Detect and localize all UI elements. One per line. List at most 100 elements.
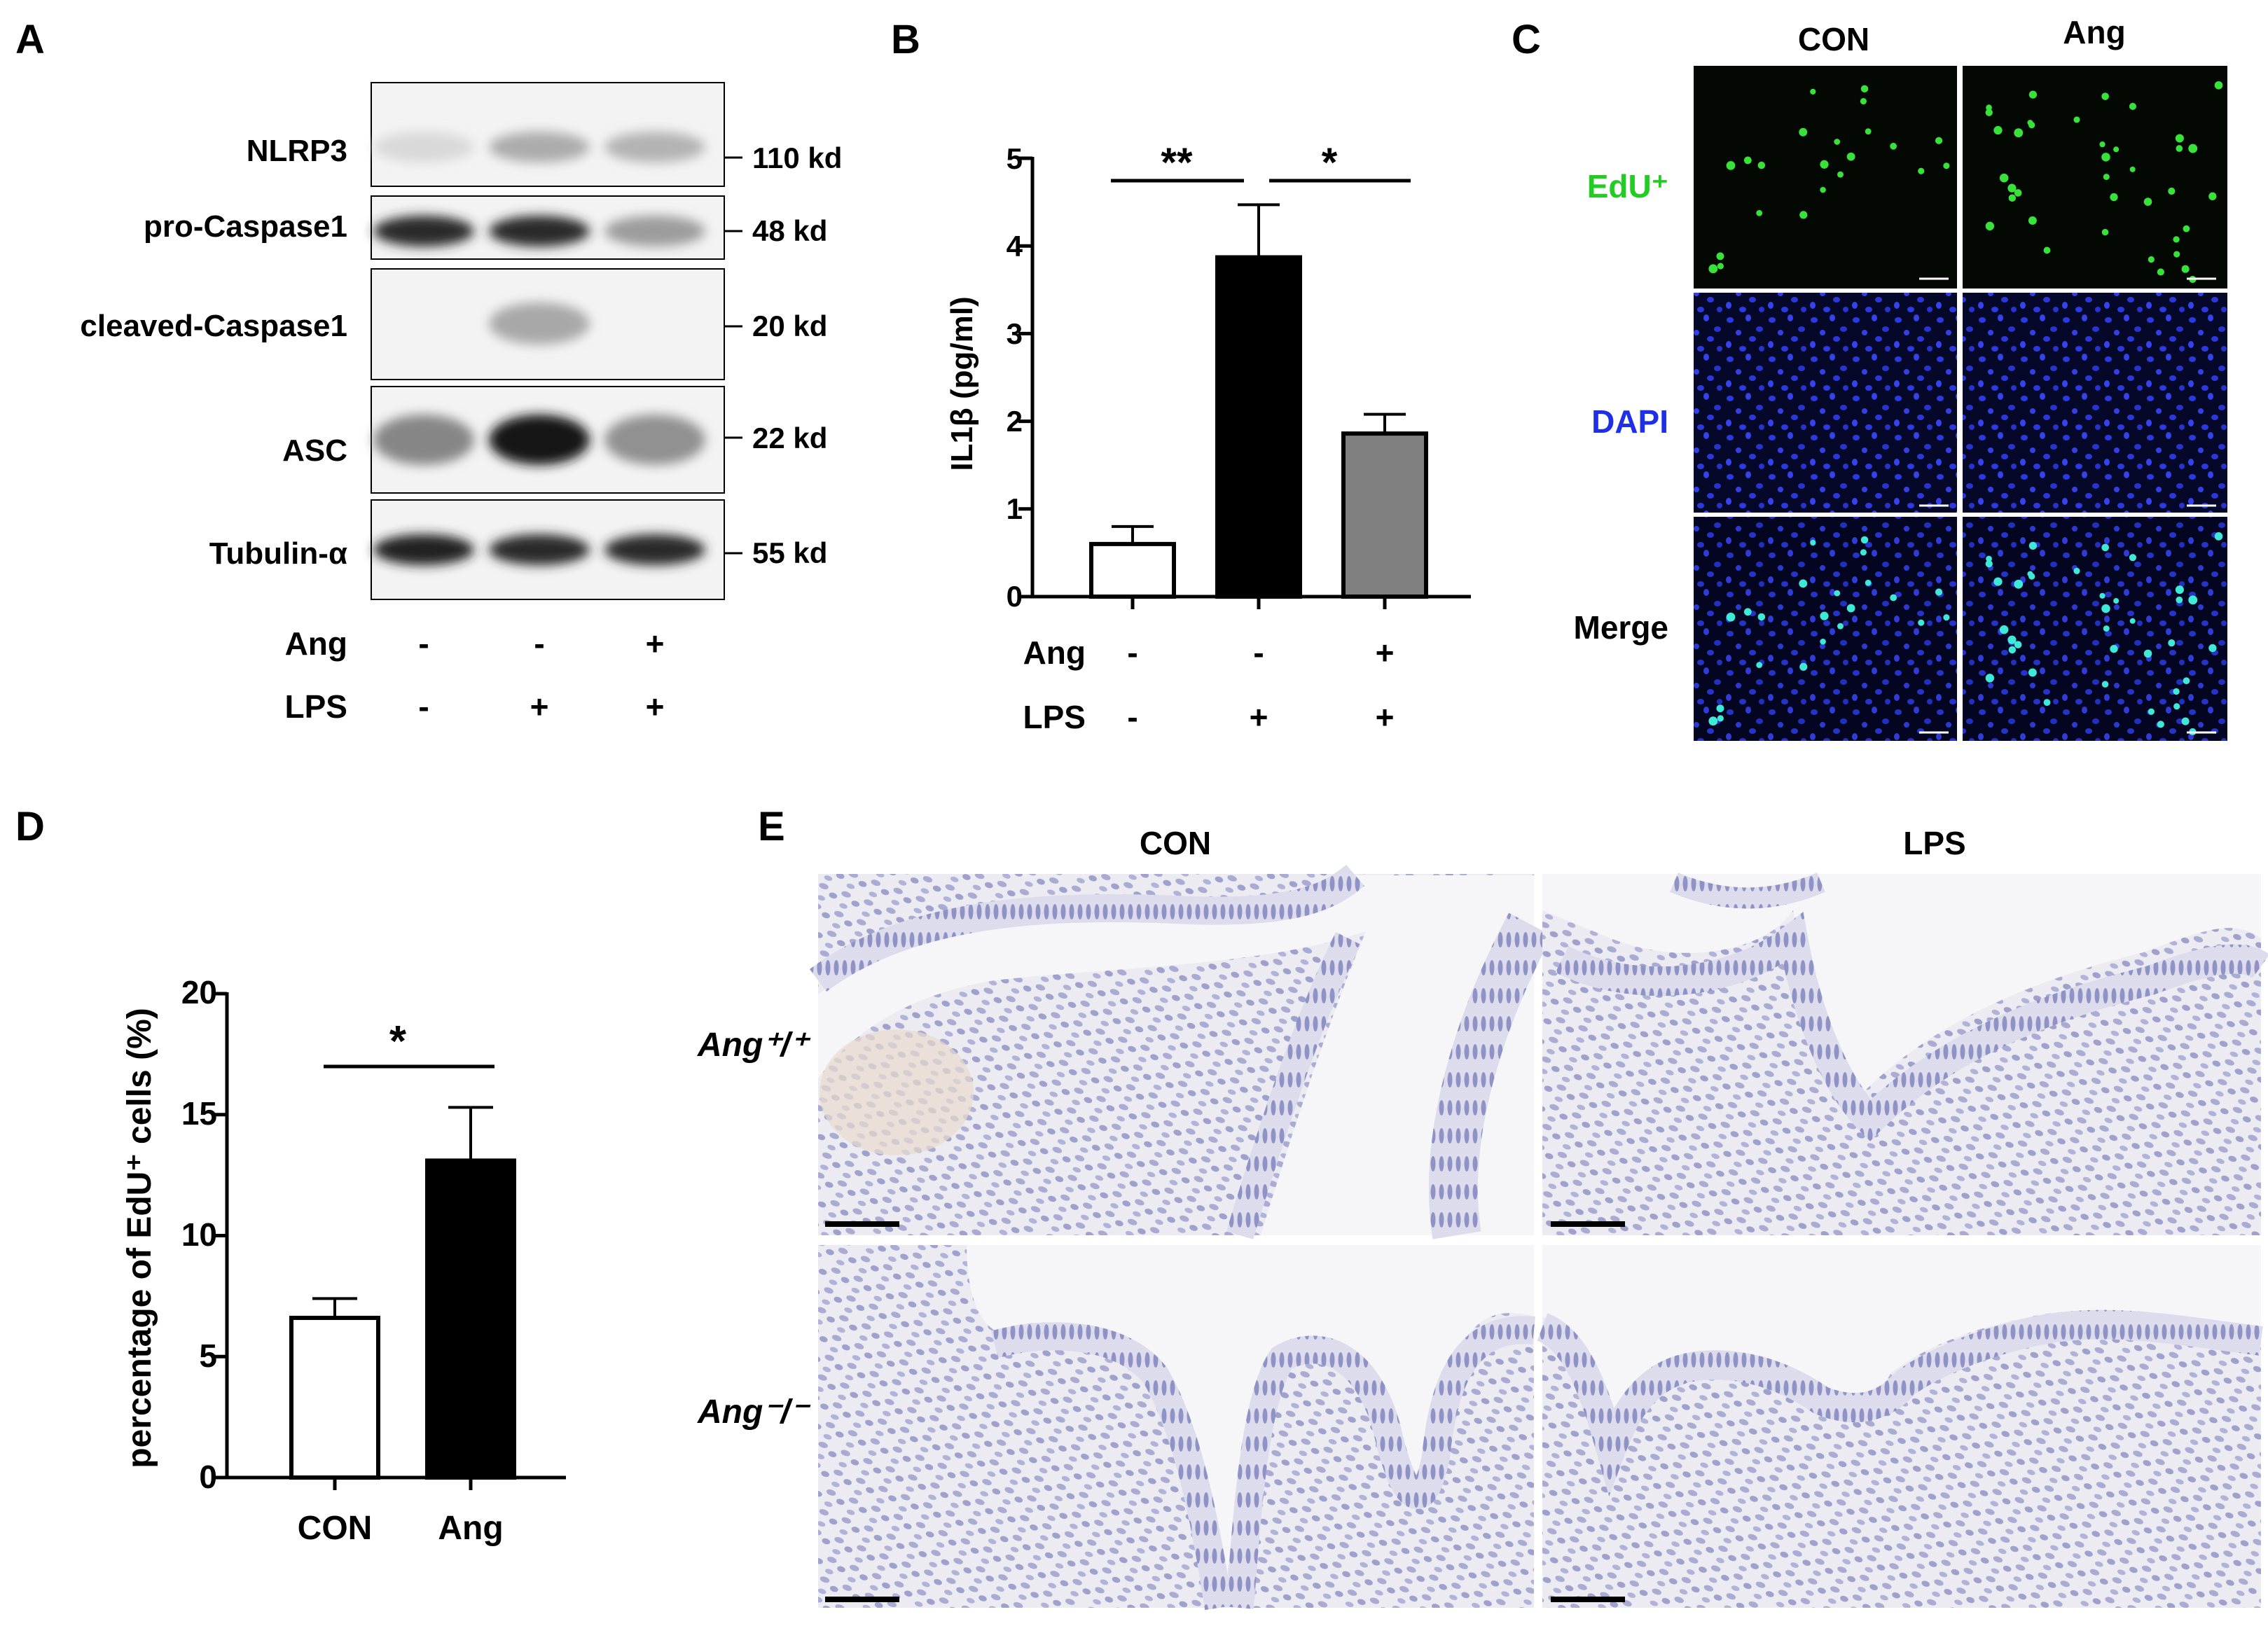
blot-band [604,415,705,465]
edu-percentage-chart: percentage of EdU⁺ cells (%) 0 5 10 15 2… [121,974,566,1547]
edu-positive-nucleus [1820,186,1826,193]
histology-image-wt-con [809,864,1552,1239]
blot-condition-lps: LPS - + + [285,688,665,725]
bar [1089,541,1176,599]
edu-positive-nucleus [1918,167,1925,174]
il1b-ytick-3: 3 [1007,317,1023,350]
edu-positive-nucleus [2101,228,2109,236]
edu-positive-nucleus [2173,688,2180,695]
edu-positive-nucleus [2183,677,2190,685]
blot-bands [373,132,705,565]
blot-band [373,534,474,565]
edu-ytick-0: 0 [199,1459,217,1495]
edu-positive-nucleus [2101,153,2110,162]
edu-positive-nucleus [2208,644,2217,653]
il1b-ytick-5: 5 [1007,142,1023,175]
il1b-chart-marks [1018,156,1471,609]
edu-positive-nucleus [1726,160,1736,170]
blot-protein-label: ASC [282,433,347,468]
edu-positive-nucleus [2101,92,2109,100]
histology-panel: CON LPS Ang⁺/⁺ Ang⁻/⁻ [697,825,2268,1611]
edu-positive-nucleus [2143,649,2152,658]
edu-positive-nucleus [1834,139,1841,145]
edu-positive-nucleus [2143,197,2152,206]
edu-positive-nucleus [1810,88,1816,95]
edu-positive-nucleus [2014,579,2024,589]
blot-row-cleaved-caspase1: cleaved-Caspase1 20 kd [80,268,827,380]
edu-positive-nucleus [2129,166,2136,172]
edu-positive-nucleus [2028,121,2035,129]
edu-positive-nucleus [1726,612,1736,622]
edu-positive-nucleus [2188,595,2198,605]
edu-positive-nucleus [1935,588,1943,596]
edu-positive-nucleus [2014,641,2022,648]
edu-positive-nucleus [2099,141,2105,148]
il1b-condition-label-ang: Ang [1023,634,1086,671]
edu-positive-nucleus [1717,715,1724,722]
edu-x-tick-ang: Ang [438,1510,503,1547]
bar [289,1315,380,1480]
edu-positive-nucleus [1860,97,1867,105]
edu-positive-nucleus [2214,532,2223,541]
edu-positive-nucleus [2043,246,2051,254]
edu-positive-nucleus [2110,645,2118,653]
il1b-ytick-0: 0 [1007,580,1023,613]
edu-positive-nucleus [2175,134,2184,143]
edu-positive-nucleus [2208,192,2217,200]
histology-image-wt-lps [1542,873,2268,1235]
edu-positive-nucleus [2173,251,2180,258]
edu-positive-nucleus [1865,128,1872,135]
edu-positive-nucleus [1999,625,2009,634]
edu-positive-nucleus [1799,211,1808,219]
blot-band [489,415,590,465]
blot-marker-label: 110 kd [752,141,842,174]
blot-marker-label: 22 kd [752,422,827,454]
condition-sign: - [418,625,429,662]
edu-positive-nucleus [2176,145,2183,152]
panel-label-b: B [891,17,920,62]
il1b-condition-sign: - [1253,634,1264,671]
edu-y-axis-label: percentage of EdU⁺ cells (%) [121,1008,158,1468]
blot-band [489,303,590,345]
blot-marker-label: 48 kd [752,214,827,247]
edu-positive-nucleus [2113,598,2120,604]
blot-marker-label: 55 kd [752,536,827,569]
edu-positive-nucleus [1890,142,1897,150]
histo-column-header-lps: LPS [1903,825,1965,861]
edu-positive-nucleus [1943,614,1950,621]
edu-positive-nucleus [1716,704,1724,713]
panel-label-c: C [1512,17,1541,62]
dapi-image-ang [1963,293,2227,513]
histo-row-label-wild-type: Ang⁺/⁺ [697,1027,811,1064]
edu-positive-nucleus [2101,543,2109,552]
blot-band [489,132,590,162]
il1b-condition-sign: + [1376,699,1395,735]
edu-ytick-15: 15 [181,1095,217,1132]
fluor-column-header-ang: Ang [2063,14,2125,50]
edu-positive-nucleus [2028,573,2035,580]
edu-positive-nucleus [2028,541,2038,550]
edu-positive-nucleus [2129,618,2136,624]
panel-label-e: E [758,804,785,849]
edu-positive-nucleus [2110,193,2118,202]
edu-positive-nucleus [1837,171,1844,178]
condition-sign: + [646,688,665,725]
edu-positive-nucleus [1943,162,1950,169]
condition-sign: - [534,625,544,662]
il1b-ytick-2: 2 [1007,405,1023,438]
blot-row-pro-caspase1: pro-Caspase1 48 kd [144,195,827,260]
edu-positive-nucleus [1985,109,1993,116]
edu-positive-nucleus [2183,225,2190,232]
fluor-row-label-dapi: DAPI [1591,403,1668,440]
edu-positive-nucleus [2181,265,2190,273]
edu-positive-nucleus [1716,252,1724,260]
blot-protein-label: Tubulin-α [209,536,347,571]
edu-positive-nucleus [2168,187,2176,195]
panel-label-d: D [15,804,45,849]
edu-positive-nucleus [1993,125,2003,135]
il1b-condition-sign: + [1250,699,1268,735]
il1b-condition-sign: - [1127,699,1138,735]
blot-band [604,216,705,246]
edu-ytick-20: 20 [181,974,217,1010]
